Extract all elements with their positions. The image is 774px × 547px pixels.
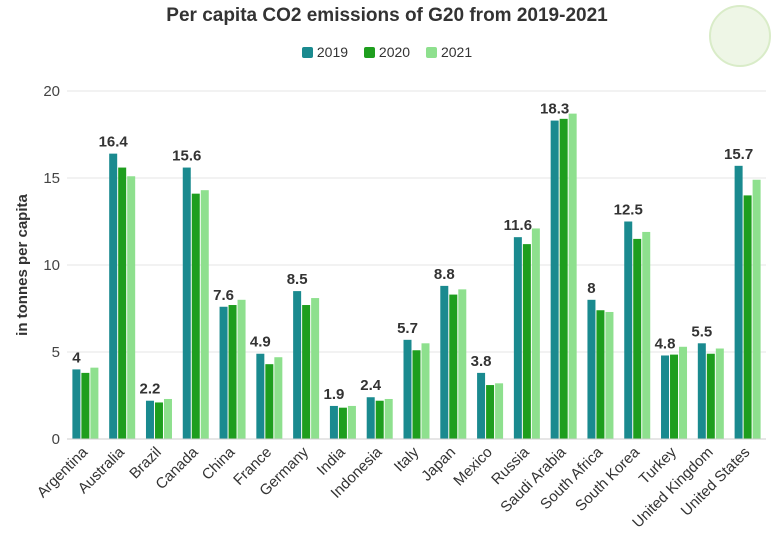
data-label: 4 xyxy=(72,349,81,366)
y-tick-label: 15 xyxy=(43,170,60,187)
data-label: 2.2 xyxy=(140,381,161,398)
bar-2019 xyxy=(513,237,522,439)
bar-2021 xyxy=(458,289,467,439)
x-tick-label: Italy xyxy=(391,443,423,475)
bar-2019 xyxy=(697,343,706,439)
bar-2020 xyxy=(449,294,458,439)
bar-2021 xyxy=(421,343,430,439)
x-tick-label: Mexico xyxy=(450,444,496,490)
data-label: 4.8 xyxy=(655,335,676,352)
data-label: 3.8 xyxy=(471,353,492,370)
bar-2019 xyxy=(550,120,559,439)
bar-2020 xyxy=(633,238,642,439)
bar-2019 xyxy=(256,353,265,439)
legend-label-2019: 2019 xyxy=(316,44,349,60)
bar-2019 xyxy=(145,400,154,439)
legend-item-2021[interactable]: 2021 xyxy=(425,44,473,60)
bar-2020 xyxy=(706,353,715,439)
bar-2021 xyxy=(200,190,209,439)
data-label: 8.8 xyxy=(434,266,455,283)
data-label: 2.4 xyxy=(360,377,382,394)
bar-2020 xyxy=(486,385,495,439)
bar-2021 xyxy=(531,228,540,439)
bar-2021 xyxy=(163,398,172,439)
data-label: 4.9 xyxy=(250,334,271,351)
bar-2021 xyxy=(274,357,283,439)
bar-2019 xyxy=(587,299,596,439)
bar-2021 xyxy=(642,231,651,439)
bar-2019 xyxy=(329,405,338,439)
bar-2020 xyxy=(596,310,605,439)
bar-2020 xyxy=(743,195,752,439)
bar-2020 xyxy=(670,354,679,439)
bar-2021 xyxy=(715,348,724,439)
data-label: 15.6 xyxy=(172,148,201,165)
bar-2019 xyxy=(72,369,81,439)
bar-2021 xyxy=(90,367,99,439)
bar-2019 xyxy=(440,285,449,439)
legend: 2019 2020 2021 xyxy=(0,44,774,60)
bar-2020 xyxy=(228,305,237,439)
bar-2019 xyxy=(403,339,412,439)
bar-2019 xyxy=(366,397,375,439)
y-tick-label: 20 xyxy=(43,83,60,100)
bar-2021 xyxy=(679,346,688,439)
legend-label-2020: 2020 xyxy=(378,44,411,60)
bar-2021 xyxy=(605,311,614,439)
bar-2019 xyxy=(661,355,670,439)
bar-2019 xyxy=(477,372,486,439)
bar-2020 xyxy=(338,407,347,439)
bar-2021 xyxy=(237,299,246,439)
data-label: 1.9 xyxy=(323,386,344,403)
bar-2020 xyxy=(412,350,421,439)
bar-2020 xyxy=(118,167,127,439)
bar-2020 xyxy=(302,305,311,439)
data-label: 16.4 xyxy=(99,134,129,151)
bar-2019 xyxy=(624,221,633,439)
bar-2021 xyxy=(568,113,577,440)
y-tick-label: 5 xyxy=(52,344,60,361)
bar-2020 xyxy=(265,364,274,439)
data-label: 15.7 xyxy=(724,146,753,163)
data-label: 8.5 xyxy=(287,271,308,288)
data-label: 5.7 xyxy=(397,320,418,337)
y-tick-label: 10 xyxy=(43,257,60,274)
bar-2021 xyxy=(127,176,136,439)
bar-2019 xyxy=(219,306,228,439)
data-label: 8 xyxy=(587,280,595,297)
data-label: 12.5 xyxy=(614,202,643,219)
y-axis-label: in tonnes per capita xyxy=(14,193,31,335)
data-label: 7.6 xyxy=(213,287,234,304)
bar-2019 xyxy=(182,167,191,439)
watermark-logo xyxy=(709,5,771,67)
bar-2021 xyxy=(347,405,356,439)
bar-2019 xyxy=(734,165,743,439)
bar-2019 xyxy=(293,291,302,439)
data-label: 11.6 xyxy=(504,217,532,234)
legend-swatch-2019 xyxy=(301,47,313,58)
bar-2020 xyxy=(81,372,90,439)
chart-title: Per capita CO2 emissions of G20 from 201… xyxy=(166,5,608,26)
legend-swatch-2020 xyxy=(363,47,375,58)
bar-2019 xyxy=(109,153,118,439)
bar-2020 xyxy=(154,402,163,439)
x-tick-label: Canada xyxy=(152,443,202,493)
legend-label-2021: 2021 xyxy=(440,44,473,60)
bar-2020 xyxy=(375,400,384,439)
y-tick-label: 0 xyxy=(52,431,60,448)
bar-2020 xyxy=(522,244,531,439)
bar-2021 xyxy=(311,298,320,439)
bar-2021 xyxy=(384,398,393,439)
legend-item-2019[interactable]: 2019 xyxy=(301,44,349,60)
bar-2021 xyxy=(752,179,761,440)
data-label: 5.5 xyxy=(691,323,712,340)
bar-2021 xyxy=(495,383,504,439)
bar-2020 xyxy=(191,193,200,439)
legend-item-2020[interactable]: 2020 xyxy=(363,44,411,60)
data-label: 18.3 xyxy=(540,101,569,118)
legend-swatch-2021 xyxy=(425,47,437,58)
bar-2020 xyxy=(559,118,568,439)
